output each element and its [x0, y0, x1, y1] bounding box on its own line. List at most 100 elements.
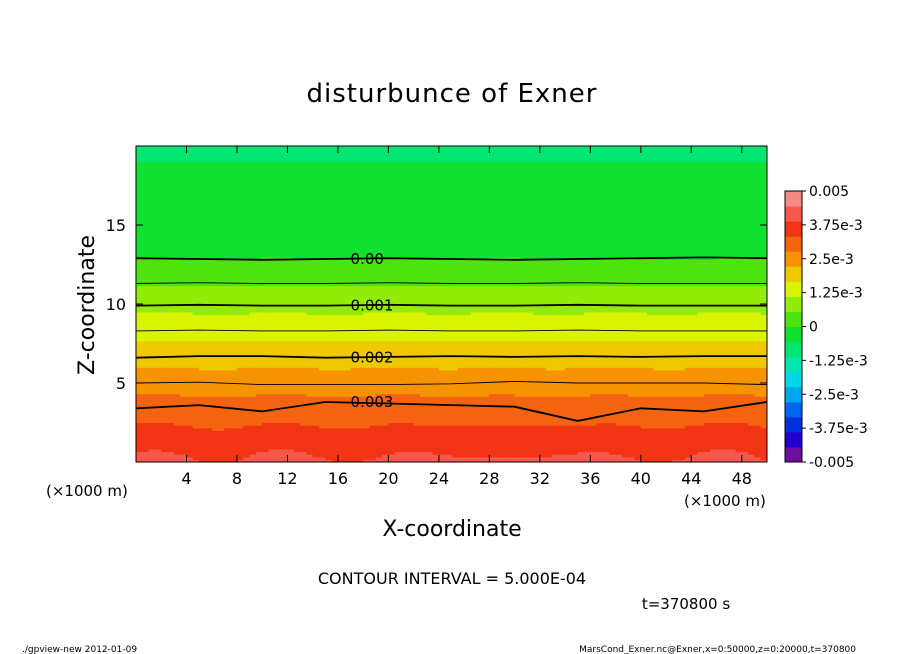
field-cell	[173, 277, 181, 281]
field-cell	[211, 151, 219, 155]
field-cell	[173, 167, 181, 171]
field-cell	[142, 404, 150, 408]
field-cell	[136, 317, 143, 321]
field-cell	[154, 325, 162, 329]
field-cell	[154, 201, 162, 205]
field-cell	[167, 238, 175, 242]
field-cell	[161, 459, 169, 462]
field-cell	[186, 267, 194, 271]
field-cell	[148, 298, 156, 302]
field-cell	[205, 396, 213, 400]
field-cell	[173, 269, 181, 273]
field-cell	[186, 198, 194, 202]
field-cell	[154, 219, 162, 223]
field-cell	[154, 188, 162, 192]
field-cell	[148, 146, 156, 150]
field-cell	[211, 146, 219, 150]
field-cell	[180, 246, 188, 250]
field-cell	[148, 214, 156, 218]
field-cell	[167, 306, 175, 310]
field-cell	[180, 367, 188, 371]
field-cell	[161, 151, 169, 155]
field-cell	[205, 393, 213, 397]
field-cell	[218, 456, 225, 460]
field-cell	[192, 311, 200, 316]
field-cell	[142, 340, 150, 345]
field-cell	[142, 272, 150, 276]
field-cell	[199, 346, 207, 350]
field-cell	[142, 164, 150, 168]
field-cell	[148, 164, 156, 168]
field-cell	[186, 232, 194, 237]
field-cell	[154, 340, 162, 345]
field-cell	[205, 209, 213, 213]
field-cell	[192, 172, 200, 176]
field-cell	[211, 251, 219, 255]
field-cell	[192, 185, 200, 189]
field-cell	[167, 211, 175, 216]
field-cell	[199, 222, 207, 226]
field-cell	[180, 325, 188, 329]
field-cell	[180, 159, 188, 163]
field-cell	[199, 433, 207, 437]
field-cell	[142, 190, 150, 194]
field-cell	[167, 406, 175, 410]
field-cell	[148, 343, 156, 347]
field-cell	[161, 306, 169, 310]
field-cell	[167, 430, 175, 434]
field-cell	[148, 219, 156, 223]
field-cell	[154, 317, 162, 321]
field-cell	[192, 451, 200, 455]
field-cell	[142, 185, 150, 189]
field-cell	[211, 443, 219, 447]
field-cell	[161, 225, 169, 229]
field-cell	[148, 448, 156, 453]
field-cell	[205, 293, 213, 297]
field-cell	[211, 209, 219, 213]
field-cell	[180, 232, 188, 237]
field-cell	[205, 383, 213, 387]
field-cell	[161, 198, 169, 202]
field-cell	[205, 230, 213, 234]
field-cell	[167, 372, 175, 376]
field-cell	[173, 427, 181, 431]
field-cell	[167, 198, 175, 202]
field-cell	[142, 427, 150, 431]
field-cell	[161, 433, 169, 437]
field-cell	[148, 388, 156, 392]
field-cell	[148, 222, 156, 226]
field-cell	[205, 361, 213, 366]
field-cell	[167, 188, 175, 192]
field-cell	[173, 180, 181, 184]
field-cell	[161, 340, 169, 345]
field-cell	[199, 201, 207, 205]
field-cell	[148, 401, 156, 405]
field-cell	[148, 390, 156, 395]
field-cell	[142, 390, 150, 395]
field-cell	[142, 383, 150, 387]
field-cell	[192, 146, 200, 150]
field-cell	[154, 348, 162, 352]
field-cell	[192, 296, 200, 300]
field-cell	[148, 454, 156, 458]
field-cell	[148, 438, 156, 442]
field-cell	[186, 261, 194, 266]
field-cell	[211, 383, 219, 387]
field-cell	[186, 285, 194, 289]
field-cell	[142, 193, 150, 197]
field-cell	[192, 253, 200, 258]
field-cell	[142, 377, 150, 381]
field-cell	[142, 422, 150, 426]
field-cell	[192, 193, 200, 197]
field-cell	[167, 225, 175, 229]
field-cell	[136, 301, 143, 305]
field-cell	[199, 451, 207, 455]
field-cell	[180, 301, 188, 305]
field-cell	[211, 159, 219, 163]
field-cell	[180, 222, 188, 226]
field-cell	[211, 161, 219, 166]
field-cell	[211, 398, 219, 403]
field-cell	[154, 425, 162, 429]
field-cell	[205, 451, 213, 455]
field-cell	[173, 261, 181, 266]
